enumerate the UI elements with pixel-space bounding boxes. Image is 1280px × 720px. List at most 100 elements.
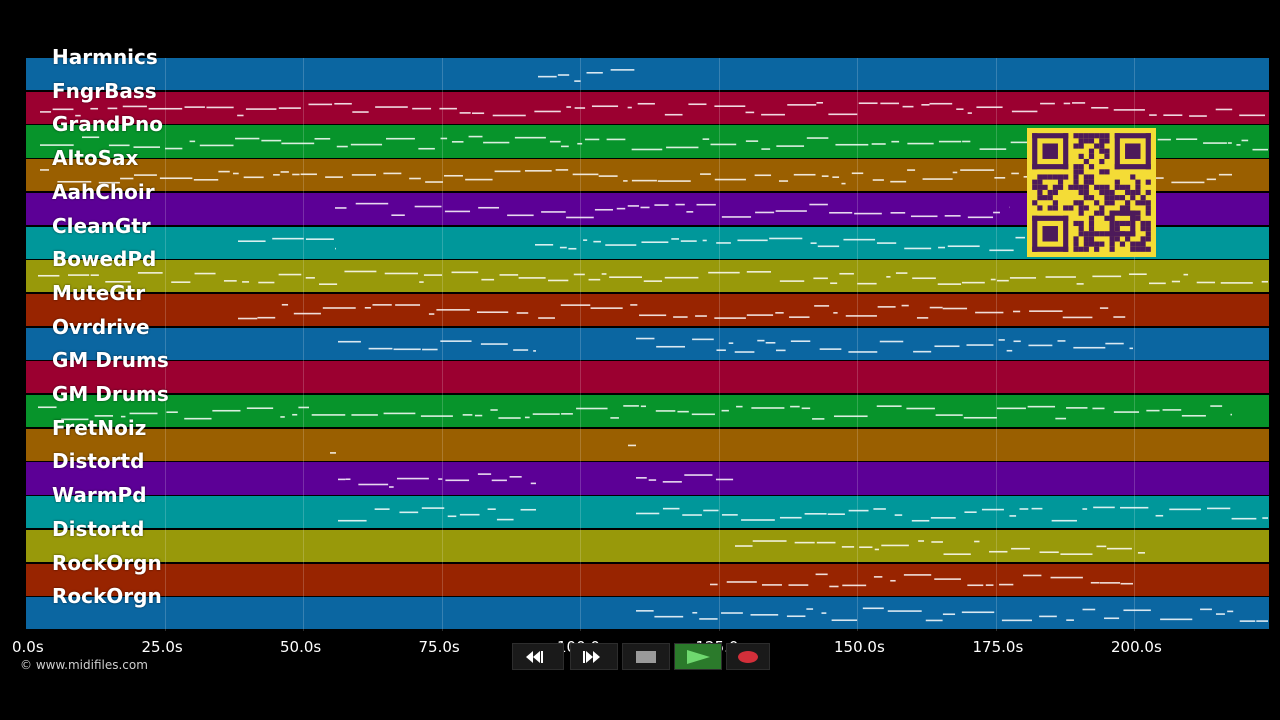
note-mark: [336, 145, 348, 148]
note-mark: [399, 511, 419, 514]
note-mark: [1029, 310, 1063, 312]
note-mark: [412, 107, 432, 110]
note-mark: [873, 576, 883, 578]
note-mark: [532, 413, 560, 415]
time-tick-label: 75.0s: [418, 638, 460, 656]
note-mark: [640, 206, 650, 209]
stop-button[interactable]: [622, 643, 670, 670]
rewind-button[interactable]: [512, 643, 564, 670]
note-mark: [1220, 282, 1253, 284]
note-mark: [1031, 507, 1043, 510]
note-mark: [643, 280, 663, 282]
note-mark: [61, 418, 89, 421]
note-mark: [1113, 411, 1140, 413]
note-mark: [533, 350, 536, 352]
note-mark: [1105, 342, 1124, 345]
note-mark: [1072, 102, 1086, 104]
note-mark: [684, 474, 713, 476]
note-mark: [835, 143, 869, 146]
note-mark: [584, 138, 600, 141]
note-mark: [876, 405, 902, 407]
note-mark: [793, 173, 816, 176]
note-mark: [184, 417, 212, 420]
note-mark: [514, 136, 546, 139]
note-mark: [817, 245, 840, 248]
note-mark: [273, 174, 280, 176]
note-mark: [961, 611, 995, 614]
note-mark: [330, 452, 336, 454]
note-mark: [490, 409, 498, 411]
note-mark: [38, 274, 60, 277]
record-button[interactable]: [726, 643, 770, 670]
note-mark: [1210, 405, 1223, 407]
note-mark: [886, 276, 891, 278]
note-mark: [673, 316, 688, 318]
note-mark: [810, 242, 817, 244]
note-mark: [990, 278, 996, 281]
note-mark: [298, 406, 309, 409]
grid-line: [164, 58, 166, 631]
note-mark: [459, 112, 471, 114]
note-mark: [374, 508, 390, 510]
note-mark: [591, 105, 619, 108]
note-mark: [1171, 280, 1181, 283]
note-mark: [1239, 114, 1265, 117]
note-mark: [989, 249, 1014, 252]
note-mark: [396, 477, 429, 480]
note-mark: [588, 278, 601, 281]
note-mark: [714, 317, 746, 319]
note-mark: [1096, 545, 1107, 548]
note-mark: [541, 211, 566, 213]
note-mark: [483, 141, 510, 144]
note-mark: [751, 407, 785, 409]
note-mark: [451, 141, 464, 143]
note-mark: [1262, 517, 1268, 519]
note-mark: [261, 139, 282, 142]
note-mark: [319, 283, 338, 286]
note-mark: [389, 486, 394, 488]
fast-forward-button[interactable]: [570, 643, 618, 670]
note-mark: [1181, 414, 1206, 417]
note-mark: [40, 169, 50, 171]
track-lane: [26, 563, 1269, 596]
note-mark: [206, 106, 234, 109]
note-mark: [639, 314, 667, 317]
note-mark: [386, 137, 415, 140]
note-mark: [134, 174, 157, 176]
note-mark: [524, 416, 530, 419]
note-mark: [833, 312, 838, 314]
note-mark: [338, 519, 367, 522]
note-mark: [444, 210, 471, 213]
note-mark: [364, 307, 371, 309]
track-lane: [26, 293, 1269, 327]
note-mark: [1057, 340, 1066, 342]
note-mark: [862, 607, 884, 610]
note-mark: [1120, 506, 1149, 509]
note-mark: [1092, 407, 1105, 410]
note-mark: [1091, 106, 1109, 109]
note-mark: [703, 509, 719, 512]
note-mark: [338, 478, 346, 481]
note-mark: [1023, 574, 1042, 577]
note-mark: [462, 414, 473, 416]
note-mark: [696, 203, 716, 206]
note-mark: [695, 315, 707, 317]
note-mark: [702, 239, 707, 242]
note-mark: [1163, 114, 1183, 116]
note-mark: [816, 541, 836, 544]
note-mark: [890, 180, 907, 183]
note-mark: [677, 410, 689, 413]
note-mark: [280, 171, 289, 173]
note-mark: [858, 102, 878, 105]
note-mark: [1261, 280, 1268, 283]
note-mark: [120, 415, 126, 418]
note-mark: [344, 270, 377, 273]
note-mark: [98, 181, 120, 184]
note-mark: [583, 239, 588, 241]
note-mark: [979, 148, 1007, 150]
time-tick-label: 175.0s: [972, 638, 1024, 656]
note-mark: [496, 518, 514, 521]
play-button[interactable]: [674, 643, 722, 670]
note-mark: [754, 174, 772, 177]
note-mark: [1063, 102, 1071, 105]
